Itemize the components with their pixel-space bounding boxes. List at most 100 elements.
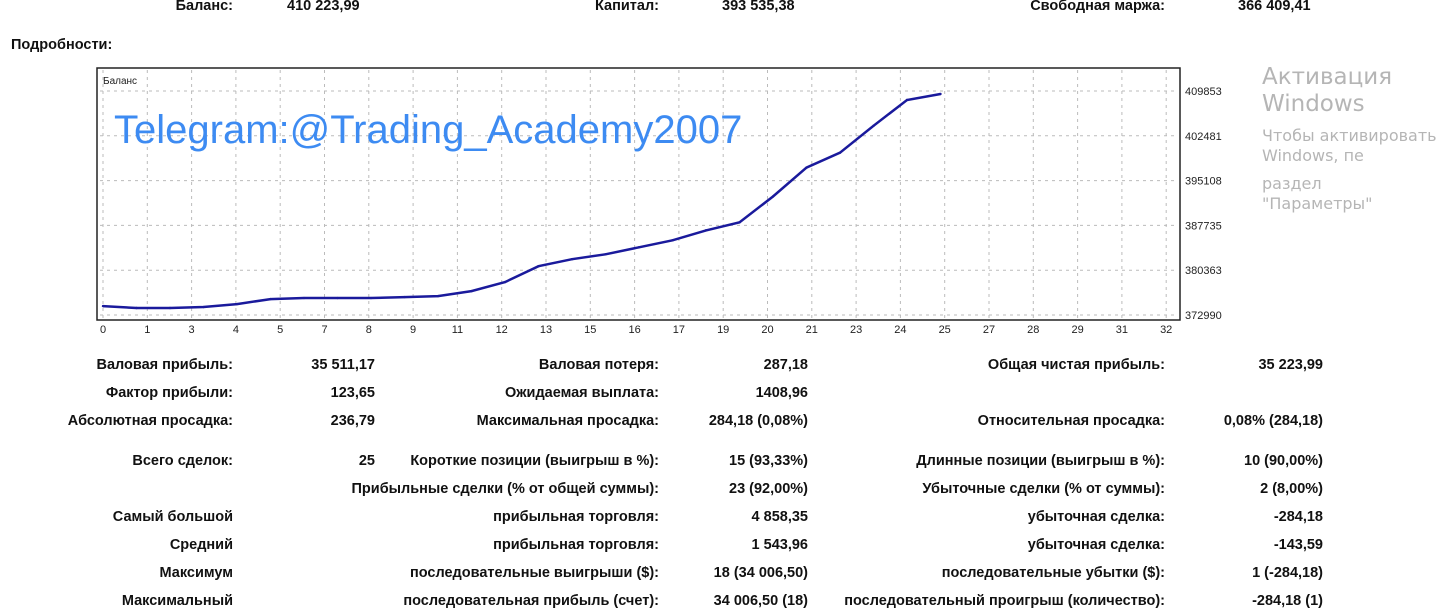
stat-label: Абсолютная просадка: [67,413,233,429]
x-tick-label: 7 [321,324,327,336]
x-tick-label: 16 [628,324,640,336]
x-tick-label: 25 [939,324,951,336]
stat-label: последовательная прибыль (счет): [403,593,659,609]
stat-value: 23 (92,00%) [729,481,808,497]
x-tick-label: 17 [673,324,685,336]
stat-label: Убыточные сделки (% от суммы): [922,481,1165,497]
stat-value: 10 (90,00%) [1244,453,1323,469]
balance-point [872,124,875,128]
summary-label: Баланс: [175,0,233,14]
x-tick-label: 13 [540,324,552,336]
balance-point [470,289,473,293]
x-tick-label: 32 [1160,324,1172,336]
balance-point [771,195,775,198]
y-tick-label: 402481 [1185,131,1222,143]
stat-label: Короткие позиции (выигрыш в %): [410,453,659,469]
stat-label: последовательный проигрыш (количество): [844,593,1165,609]
x-tick-label: 15 [584,324,596,336]
balance-point [403,295,406,299]
stat-value: -143,59 [1273,537,1323,553]
stat-label: Максимум [159,565,234,581]
x-tick-label: 12 [496,324,508,336]
balance-point [369,296,373,300]
balance-point [905,98,909,102]
x-tick-label: 8 [366,324,372,336]
balance-point [704,229,708,232]
windows-activation-text-2: раздел "Параметры" [1262,174,1373,213]
stat-value: -284,18 [1273,509,1323,525]
stat-label: Длинные позиции (выигрыш в %): [916,453,1165,469]
stat-value: 18 (34 006,50) [713,565,808,581]
chart-title: Баланс [103,76,137,87]
windows-activation-notice: Активация Windows Чтобы активировать Win… [1262,64,1437,222]
x-tick-label: 5 [277,324,283,336]
x-tick-label: 3 [189,324,195,336]
balance-point [738,221,741,224]
balance-point [168,306,172,310]
balance-point [637,246,641,249]
x-tick-label: 27 [983,324,995,336]
stat-value: 34 006,50 (18) [713,593,808,609]
stat-label: Валовая прибыль: [96,357,233,373]
windows-activation-text: Чтобы активировать Windows, пе [1262,126,1437,165]
x-tick-label: 31 [1116,324,1128,336]
balance-point [805,166,808,169]
plot-frame [96,67,1181,321]
summary-value: 393 535,38 [722,0,795,14]
balance-point [202,305,205,309]
telegram-watermark: Telegram:@Trading_Academy2007 [114,108,743,152]
stat-label: Всего сделок: [132,453,233,469]
balance-point [101,304,105,308]
stat-label: последовательные выигрыши ($): [409,565,659,581]
stat-label: Максимальный [121,593,233,609]
balance-point [235,302,239,306]
x-tick-label: 24 [894,324,906,336]
x-tick-label: 4 [233,324,239,336]
stat-value: 123,65 [330,385,375,401]
balance-point [671,239,674,242]
balance-point [570,258,574,261]
stat-label: Относительная просадка: [977,413,1165,429]
balance-point [336,296,339,300]
stat-value: 1 (-284,18) [1252,565,1323,581]
stat-value: 15 (93,33%) [729,453,808,469]
stat-label: Фактор прибыли: [105,385,233,401]
x-tick-label: 21 [806,324,818,336]
balance-point [838,151,842,154]
details-title: Подробности: [11,37,113,53]
balance-point [537,265,540,268]
stat-value: 25 [358,453,375,469]
x-tick-label: 11 [452,324,463,336]
balance-point [939,92,942,96]
stat-label: Общая чистая прибыль: [987,357,1165,373]
balance-point [269,297,272,301]
y-tick-label: 372990 [1185,310,1222,322]
stat-label: Средний [169,537,233,553]
stat-label: Валовая потеря: [538,357,659,373]
x-tick-label: 20 [761,324,773,336]
stat-value: 0,08% (284,18) [1223,413,1323,429]
stat-label: убыточная сделка: [1027,537,1165,553]
y-tick-label: 409853 [1185,86,1222,98]
stat-label: Ожидаемая выплата: [504,385,659,401]
balance-point [135,306,138,310]
stat-label: прибыльная торговля: [493,537,659,553]
stat-label: Максимальная просадка: [476,413,659,429]
summary-value: 366 409,41 [1238,0,1311,14]
x-tick-label: 1 [144,324,150,336]
stat-value: 1408,96 [755,385,808,401]
stat-value: 2 (8,00%) [1260,481,1323,497]
stat-value: 4 858,35 [751,509,808,525]
stat-label: Прибыльные сделки (% от общей суммы): [351,481,660,497]
summary-label: Капитал: [595,0,659,14]
x-tick-label: 0 [100,324,106,336]
x-tick-label: 19 [717,324,729,336]
summary-value: 410 223,99 [287,0,360,14]
x-tick-label: 29 [1071,324,1083,336]
stat-value: 35 511,17 [311,357,375,373]
stat-value: 236,79 [330,413,375,429]
stat-label: прибыльная торговля: [493,509,659,525]
y-tick-label: 380363 [1185,265,1222,277]
stat-value: 284,18 (0,08%) [708,413,808,429]
